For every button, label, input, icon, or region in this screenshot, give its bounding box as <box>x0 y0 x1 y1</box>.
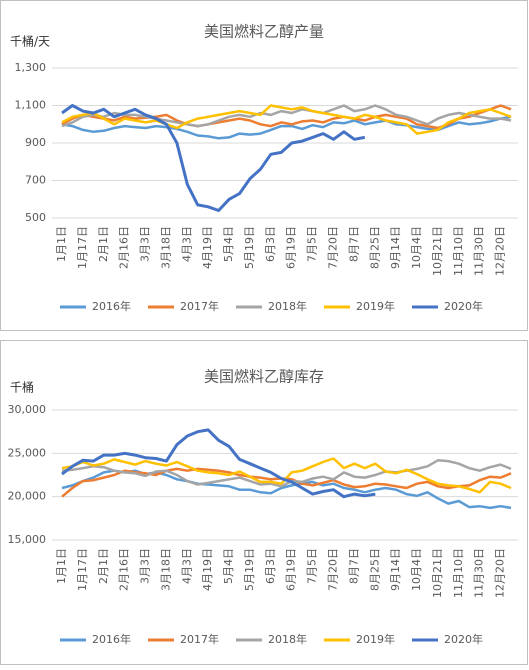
x-tick-label: 6月19日 <box>285 226 298 269</box>
x-tick-label: 9月14日 <box>389 226 402 269</box>
x-tick-label: 5月19日 <box>243 226 256 269</box>
x-tick-label: 9月14日 <box>389 548 402 591</box>
line-series <box>61 428 376 499</box>
line-series <box>61 104 366 212</box>
y-tick-label: 500 <box>25 211 46 224</box>
x-tick-label: 8月25日 <box>368 226 381 269</box>
y-tick-label: 1,100 <box>15 99 47 112</box>
x-tick-label: 10月4日 <box>410 226 423 269</box>
x-tick-label: 4月19日 <box>201 226 214 269</box>
y-tick-label: 25,000 <box>8 446 47 459</box>
y-tick-label: 20,000 <box>8 490 47 503</box>
y-tick-label: 700 <box>25 174 46 187</box>
chart-title: 美国燃料乙醇库存 <box>204 368 324 386</box>
x-tick-label: 2月1日 <box>97 548 110 584</box>
line-series <box>61 469 512 510</box>
legend-label: 2020年 <box>444 632 483 646</box>
x-tick-label: 5月19日 <box>243 548 256 591</box>
x-tick-label: 7月5日 <box>306 226 319 262</box>
x-tick-label: 1月1日 <box>55 226 68 262</box>
x-tick-label: 7月20日 <box>326 226 339 269</box>
x-tick-label: 5月4日 <box>222 548 235 584</box>
x-tick-label: 5月4日 <box>222 226 235 262</box>
panel <box>0 0 528 331</box>
x-tick-label: 8月7日 <box>347 226 360 262</box>
x-tick-label: 10月4日 <box>410 548 423 591</box>
x-tick-label: 12月20日 <box>494 548 507 598</box>
x-tick-label: 4月19日 <box>201 548 214 591</box>
x-tick-label: 11月30日 <box>473 548 486 598</box>
x-tick-label: 3月18日 <box>159 548 172 591</box>
x-tick-label: 6月3日 <box>264 226 277 262</box>
y-tick-label: 1,300 <box>15 61 47 74</box>
y-axis-label: 千桶 <box>10 380 34 395</box>
x-tick-label: 7月5日 <box>306 548 319 584</box>
legend-label: 2017年 <box>180 632 219 646</box>
chart-title: 美国燃料乙醇产量 <box>204 23 324 41</box>
legend-label: 2019年 <box>356 299 395 313</box>
x-tick-label: 8月25日 <box>368 548 381 591</box>
panel <box>0 340 528 665</box>
line-series <box>61 459 512 488</box>
x-tick-label: 8月7日 <box>347 548 360 584</box>
x-tick-label: 11月10日 <box>452 548 465 598</box>
x-tick-label: 11月30日 <box>473 226 486 276</box>
x-tick-label: 1月17日 <box>76 548 89 591</box>
line-series <box>61 104 512 128</box>
x-tick-label: 2月1日 <box>97 226 110 262</box>
x-tick-label: 11月10日 <box>452 226 465 276</box>
y-tick-label: 900 <box>25 136 46 149</box>
x-tick-label: 7月20日 <box>326 548 339 591</box>
legend-label: 2016年 <box>92 632 131 646</box>
y-axis-label: 千桶/天 <box>10 34 50 49</box>
legend-label: 2017年 <box>180 299 219 313</box>
legend-label: 2019年 <box>356 632 395 646</box>
y-tick-label: 30,000 <box>8 403 47 416</box>
line-series <box>61 457 512 494</box>
legend-label: 2020年 <box>444 299 483 313</box>
x-tick-label: 10月21日 <box>431 226 444 276</box>
x-tick-label: 4月3日 <box>180 226 193 262</box>
x-tick-label: 1月1日 <box>55 548 68 584</box>
x-tick-label: 10月21日 <box>431 548 444 598</box>
legend-label: 2016年 <box>92 299 131 313</box>
x-tick-label: 1月17日 <box>76 226 89 269</box>
x-tick-label: 3月3日 <box>139 226 152 262</box>
legend-label: 2018年 <box>268 299 307 313</box>
y-tick-label: 15,000 <box>8 533 47 546</box>
line-series <box>61 104 512 135</box>
line-series <box>61 104 512 130</box>
x-tick-label: 6月3日 <box>264 548 277 584</box>
x-tick-label: 12月20日 <box>494 226 507 276</box>
x-tick-label: 3月3日 <box>139 548 152 584</box>
x-tick-label: 2月16日 <box>118 226 131 269</box>
x-tick-label: 3月18日 <box>159 226 172 269</box>
x-tick-label: 2月16日 <box>118 548 131 591</box>
x-tick-label: 4月3日 <box>180 548 193 584</box>
legend-label: 2018年 <box>268 632 307 646</box>
x-tick-label: 6月19日 <box>285 548 298 591</box>
